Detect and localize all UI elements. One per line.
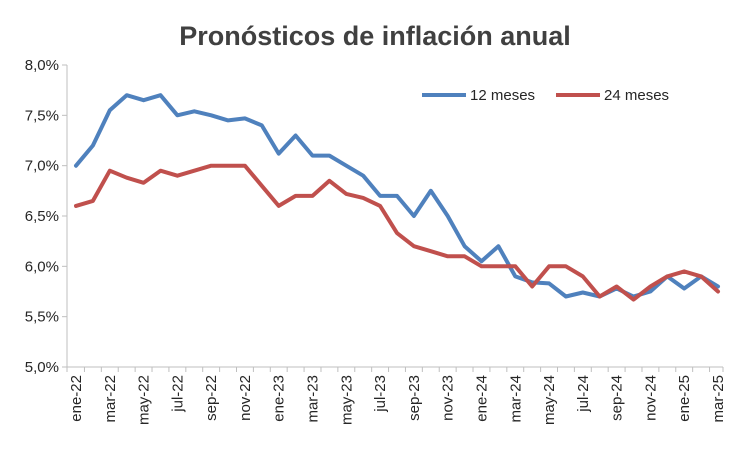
legend-label-24-meses: 24 meses (604, 87, 669, 104)
x-tick-label: nov-22 (237, 375, 254, 421)
y-axis: 5,0% 5,5% 6,0% 6,5% 7,0% 7,5% 8,0% (25, 57, 68, 376)
series-lines (74, 93, 720, 302)
series-line-24-meses (74, 163, 720, 302)
x-tick-label: sep-24 (609, 375, 626, 421)
legend: 12 meses 24 meses (422, 87, 669, 104)
x-tick-label: may-23 (338, 375, 355, 425)
x-tick-label: sep-23 (406, 375, 423, 421)
y-tick-label: 6,0% (25, 258, 59, 275)
x-axis: ene-22 mar-22 may-22 jul-22 sep-22 nov-22 ene-… (66, 366, 727, 425)
x-tick-label: ene-23 (271, 375, 288, 422)
x-tick-label: ene-24 (473, 375, 490, 422)
x-tick-label: sep-22 (203, 375, 220, 421)
x-tick-label: ene-22 (68, 375, 85, 422)
y-tick-label: 6,5% (25, 208, 59, 225)
y-tick-label: 7,0% (25, 158, 59, 175)
y-tick-label: 7,5% (25, 107, 59, 124)
x-tick-label: mar-23 (305, 375, 322, 423)
y-tick-label: 8,0% (25, 57, 59, 74)
x-tick-label: jul-23 (372, 375, 389, 413)
x-tick-label: nov-23 (440, 375, 457, 421)
x-tick-label: mar-25 (710, 375, 727, 423)
x-tick-label: ene-25 (676, 375, 693, 422)
x-tick-label: jul-22 (169, 375, 186, 413)
legend-label-12-meses: 12 meses (470, 87, 535, 104)
y-tick-label: 5,5% (25, 309, 59, 326)
x-tick-label: mar-24 (507, 375, 524, 423)
x-tick-label: mar-22 (102, 375, 119, 423)
x-tick-label: nov-24 (642, 375, 659, 421)
chart-title: Pronósticos de inflación anual (179, 21, 571, 51)
x-tick-label: may-24 (541, 375, 558, 425)
series-line-12-meses (74, 93, 720, 299)
x-tick-label: may-22 (136, 375, 153, 425)
y-tick-label: 5,0% (25, 359, 59, 376)
x-tick-label: jul-24 (575, 375, 592, 413)
